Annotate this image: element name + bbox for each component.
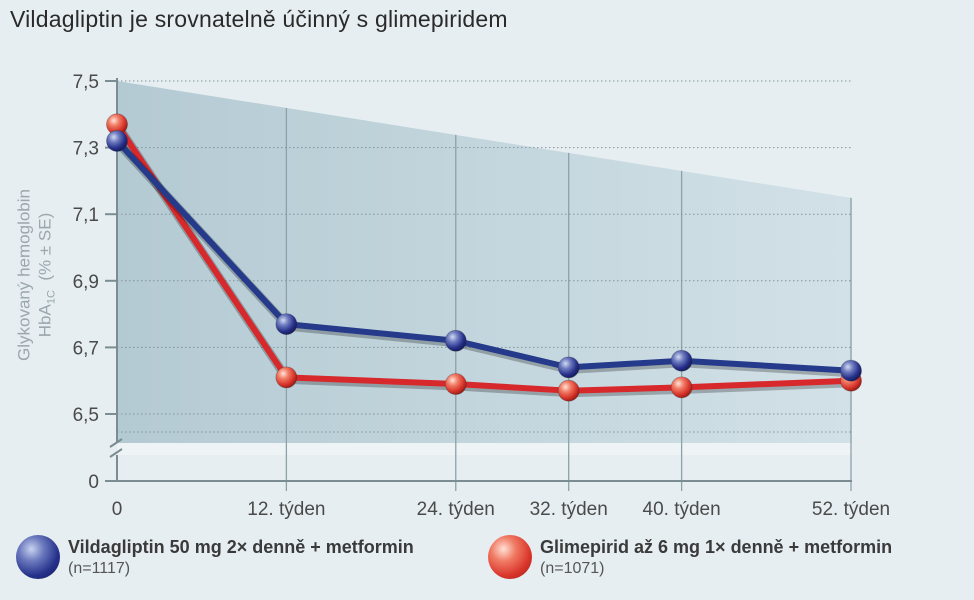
y-tick-label: 7,5 <box>73 72 99 93</box>
y-tick-label-zero: 0 <box>88 472 99 493</box>
legend-n-vildagliptin: (n=1117) <box>68 560 131 577</box>
data-point-glimepirid <box>670 376 693 399</box>
data-point-vildagliptin <box>557 356 580 379</box>
y-tick-label: 7,3 <box>73 139 99 160</box>
axis-break-band <box>117 443 852 455</box>
y-tick-label: 6,9 <box>73 272 99 293</box>
plot-area <box>117 81 852 443</box>
series-line-vildagliptin <box>114 138 852 374</box>
y-axis-label-line1: Glykovaný hemoglobin <box>14 189 34 361</box>
data-point-vildagliptin <box>840 359 862 382</box>
data-point-glimepirid <box>275 366 298 389</box>
x-tick-label: 12. týden <box>247 499 325 520</box>
data-point-vildagliptin <box>670 349 693 372</box>
data-point-glimepirid <box>557 379 580 402</box>
data-point-vildagliptin <box>444 329 467 352</box>
y-axis-label-hba: HbA <box>35 304 55 338</box>
y-tick-label: 7,1 <box>73 205 99 226</box>
axis-break-symbol <box>109 438 123 458</box>
legend-label-glimepirid: Glimepirid až 6 mg 1× denně + metformin <box>540 537 893 557</box>
x-tick-label: 24. týden <box>417 499 495 520</box>
y-axis-label: Glykovaný hemoglobin HbA1C (% ± SE) <box>8 170 68 380</box>
chart-title: Vildagliptin je srovnatelně účinný s gli… <box>10 6 508 32</box>
x-tick-label: 40. týden <box>643 499 721 520</box>
legend-n-glimepirid: (n=1071) <box>540 560 605 577</box>
x-tick-label: 0 <box>112 499 123 520</box>
x-tick-label: 32. týden <box>530 499 608 520</box>
legend-marker-red <box>488 535 532 579</box>
legend-marker-blue <box>16 535 60 579</box>
data-point-vildagliptin <box>106 130 128 152</box>
x-tick-label: 52. týden <box>812 499 890 520</box>
data-point-vildagliptin <box>275 313 298 335</box>
data-point-glimepirid <box>444 373 467 395</box>
series-line-glimepirid <box>114 122 852 394</box>
y-axis-label-line2: HbA1C (% ± SE) <box>34 189 62 361</box>
y-axis-label-unit: (% ± SE) <box>35 212 55 281</box>
y-tick-label: 6,5 <box>73 405 99 426</box>
legend-label-vildagliptin: Vildagliptin 50 mg 2× denně + metformin <box>68 537 414 557</box>
y-tick-label: 6,7 <box>73 338 99 359</box>
y-axis-label-sub: 1C <box>45 290 58 305</box>
